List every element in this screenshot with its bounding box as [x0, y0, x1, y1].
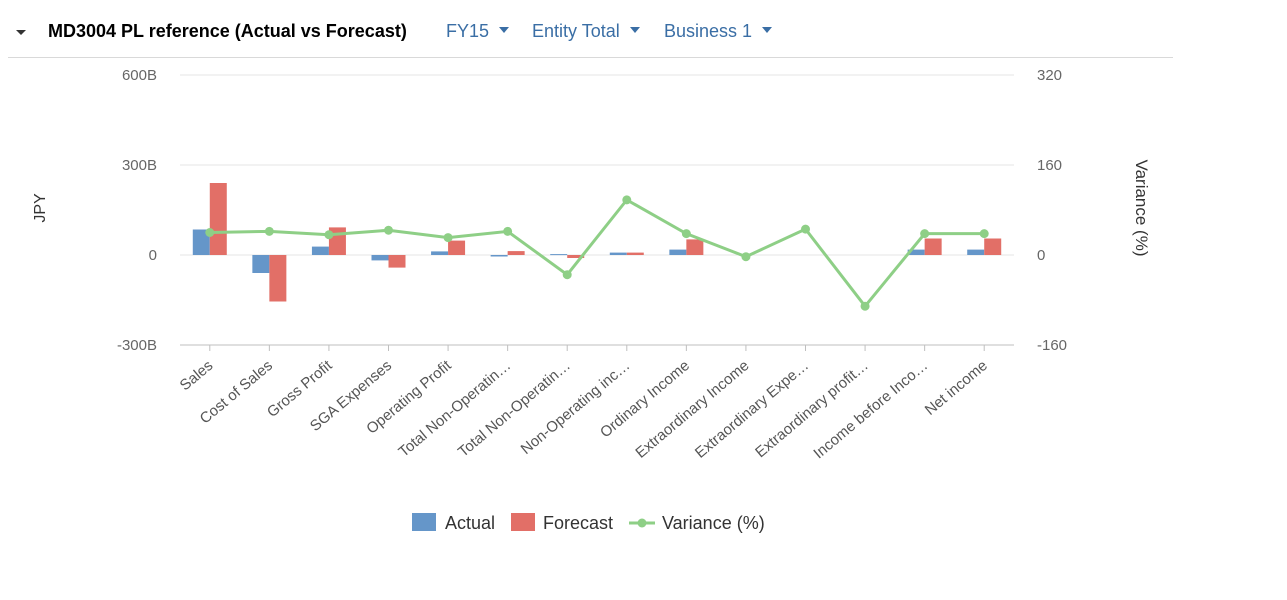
x-tick-label: Sales — [177, 357, 217, 394]
variance-line — [209, 197, 985, 309]
y2-tick-label: 160 — [1037, 157, 1062, 174]
variance-point — [324, 230, 334, 240]
y-tick-label: -300B — [117, 337, 157, 354]
filter-entity[interactable]: Entity Total — [532, 21, 640, 42]
x-tick-label: Net income — [922, 357, 991, 419]
y-tick-label: 600B — [122, 67, 157, 84]
legend-marker-variance — [637, 518, 647, 528]
bar-actual — [490, 255, 508, 257]
dropdown-caret-icon — [629, 27, 640, 34]
bar-actual — [311, 246, 329, 255]
bar-forecast — [507, 251, 525, 255]
bar-forecast — [209, 183, 227, 255]
bar-forecast — [567, 255, 585, 258]
filter-fiscal-year-label: FY15 — [446, 21, 490, 41]
y2-tick-label: 0 — [1037, 247, 1045, 264]
bar-forecast — [269, 255, 287, 302]
variance-point — [562, 270, 572, 280]
page-title: MD3004 PL reference (Actual vs Forecast) — [48, 21, 407, 41]
filter-entity-label: Entity Total — [532, 21, 620, 41]
bar-actual — [431, 251, 449, 255]
y-axis-label: JPY — [32, 193, 49, 223]
bar-forecast — [984, 238, 1002, 255]
chart-header: MD3004 PL reference (Actual vs Forecast)… — [8, 14, 1173, 58]
x-tick-label: Extraordinary Income — [632, 357, 752, 462]
x-tick-label: Non-Operating inc… — [518, 357, 634, 458]
collapse-caret-icon[interactable] — [16, 30, 26, 35]
variance-point — [979, 229, 989, 239]
variance-point — [920, 229, 930, 239]
variance-point — [503, 226, 513, 236]
y-tick-label: 0 — [149, 247, 157, 264]
bar-forecast — [448, 240, 466, 255]
bar-actual — [669, 249, 687, 255]
variance-point — [264, 226, 274, 236]
y2-axis-label: Variance (%) — [1132, 160, 1151, 257]
y2-tick-label: -160 — [1037, 337, 1067, 354]
bar-actual — [371, 255, 389, 261]
dropdown-caret-icon — [762, 27, 773, 34]
bar-actual — [609, 252, 627, 255]
variance-point — [443, 233, 453, 243]
variance-point — [622, 195, 632, 205]
variance-point — [384, 225, 393, 235]
filter-business-label: Business 1 — [664, 21, 753, 41]
y-tick-label: 300B — [122, 157, 157, 174]
dropdown-caret-icon — [499, 27, 510, 34]
bar-forecast — [388, 255, 406, 268]
x-tick-label: Total Non-Operatin… — [455, 357, 574, 461]
legend-swatch-actual — [412, 513, 436, 531]
legend-swatch-forecast — [511, 513, 535, 531]
legend-label-variance: Variance (%) — [662, 513, 765, 533]
x-tick-label: Extraordinary profit… — [752, 357, 871, 461]
variance-point — [205, 228, 215, 237]
x-tick-label: Income before Inco… — [810, 357, 931, 462]
bar-actual — [967, 249, 985, 255]
bar-actual — [550, 254, 568, 256]
bar-forecast — [924, 238, 942, 255]
legend-label-forecast: Forecast — [543, 513, 613, 533]
variance-point — [801, 224, 810, 234]
x-tick-label: Extraordinary Expe… — [692, 357, 812, 462]
legend-label-actual: Actual — [445, 513, 495, 533]
filter-fiscal-year[interactable]: FY15 — [446, 21, 510, 42]
bar-actual — [252, 255, 270, 273]
filter-business[interactable]: Business 1 — [664, 21, 773, 42]
x-tick-label: Total Non-Operatin… — [395, 357, 514, 461]
variance-point — [741, 252, 751, 262]
bar-actual — [907, 249, 925, 255]
bar-forecast — [686, 239, 704, 255]
variance-point — [681, 229, 691, 239]
variance-point — [860, 301, 870, 311]
bar-forecast — [626, 252, 644, 255]
y2-tick-label: 320 — [1037, 67, 1062, 84]
bar-actual — [192, 229, 210, 255]
